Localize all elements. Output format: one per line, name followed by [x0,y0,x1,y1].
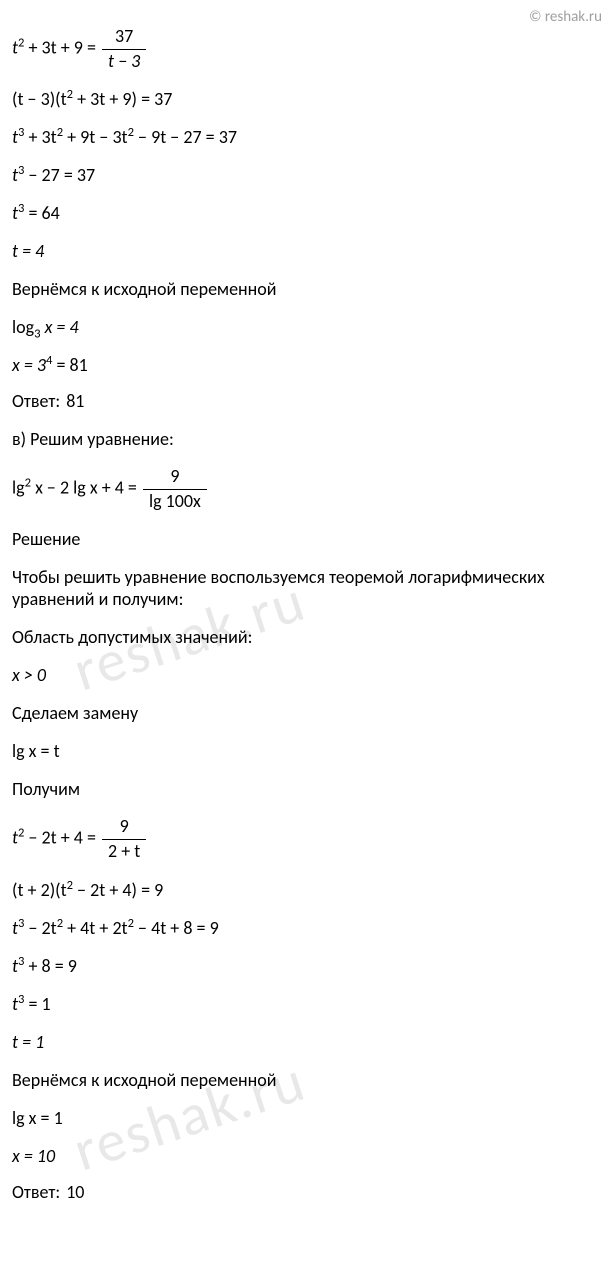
odz-label: Область допустимых значений: [12,626,604,648]
math-text: lg x = 1 [12,1107,63,1129]
answer-label: Ответ: [12,1181,60,1203]
equation-step: (t + 2)(t2 − 2t + 4) = 9 [12,879,604,901]
equation-step: t3 − 2t2 + 4t + 2t2 − 4t + 8 = 9 [12,917,604,939]
math-text: (t + 2)(t [12,879,67,901]
equation-step: t = 1 [12,1031,604,1053]
math-text: = 81 [52,354,87,376]
answer-line: Ответ: 10 [12,1181,604,1203]
math-text: lg [12,477,25,499]
equation-step: t2 + 3t + 9 = 37t − 3 [12,26,604,72]
math-text: t = 1 [12,1031,44,1053]
equation-step: x = 10 [12,1145,604,1167]
math-text: x = 3 [12,354,46,376]
math-text: − 2t + 4) = 9 [73,879,163,901]
equation-step: (t − 3)(t2 + 3t + 9) = 37 [12,88,604,110]
math-text: x > 0 [12,664,46,686]
math-text: − 4t + 8 = 9 [134,917,219,939]
prose-line: Сделаем замену [12,702,604,724]
math-text: x = 10 [12,1145,55,1167]
answer-value: 81 [66,390,84,412]
math-text: t − 3 [108,50,140,72]
math-text: = 64 [24,202,59,224]
equation-step: lg2 x − 2 lg x + 4 = 9lg 100x [12,466,604,512]
prose-line: Вернёмся к исходной переменной [12,278,604,300]
section-heading: в) Решим уравнение: [12,428,604,450]
math-text: − 2t [24,917,56,939]
denominator: 2 + t [102,840,146,863]
prose-line: Получим [12,778,604,800]
watermark-top: © reshak.ru [529,8,602,26]
equation-step: lg x = t [12,740,604,762]
math-text: log [12,316,34,338]
math-text: + 9t − 3t [63,126,128,148]
numerator: 37 [102,26,146,50]
math-text: lg x = t [12,740,60,762]
solution-heading: Решение [12,528,604,550]
equation-step: t3 + 3t2 + 9t − 3t2 − 9t − 27 = 37 [12,126,604,148]
equation-step: t3 = 1 [12,993,604,1015]
math-text: + 8 = 9 [24,955,76,977]
equation-step: lg x = 1 [12,1107,604,1129]
denominator: lg 100x [143,490,207,513]
prose-line: Чтобы решить уравнение воспользуемся тео… [12,566,604,610]
denominator: t − 3 [102,50,146,73]
equation-step: t2 − 2t + 4 = 92 + t [12,816,604,862]
math-text: − 27 = 37 [24,164,95,186]
math-text: (t − 3)(t [12,88,67,110]
answer-value: 10 [66,1181,84,1203]
equation-step: x > 0 [12,664,604,686]
math-text: x − 2 lg x + 4 = [31,477,141,499]
equation-step: t3 = 64 [12,202,604,224]
math-text: + 3t [24,126,56,148]
fraction: 37t − 3 [102,26,146,72]
answer-line: Ответ: 81 [12,390,604,412]
fraction: 92 + t [102,816,146,862]
math-text: + 3t + 9) = 37 [73,88,172,110]
math-text: + 4t + 2t [63,917,128,939]
equation-step: x = 34 = 81 [12,354,604,376]
prose-line: Вернёмся к исходной переменной [12,1069,604,1091]
answer-label: Ответ: [12,390,60,412]
math-text: x = 4 [41,316,79,338]
numerator: 9 [102,816,146,840]
equation-step: t3 + 8 = 9 [12,955,604,977]
fraction: 9lg 100x [143,466,207,512]
math-text: t = 4 [12,240,44,262]
numerator: 9 [143,466,207,490]
equation-step: t3 − 27 = 37 [12,164,604,186]
math-text: = 1 [24,993,50,1015]
math-text: + 3t + 9 = [24,36,100,58]
math-text: − 9t − 27 = 37 [134,126,237,148]
equation-step: t = 4 [12,240,604,262]
math-text: − 2t + 4 = [24,827,100,849]
equation-step: log3 x = 4 [12,316,604,338]
